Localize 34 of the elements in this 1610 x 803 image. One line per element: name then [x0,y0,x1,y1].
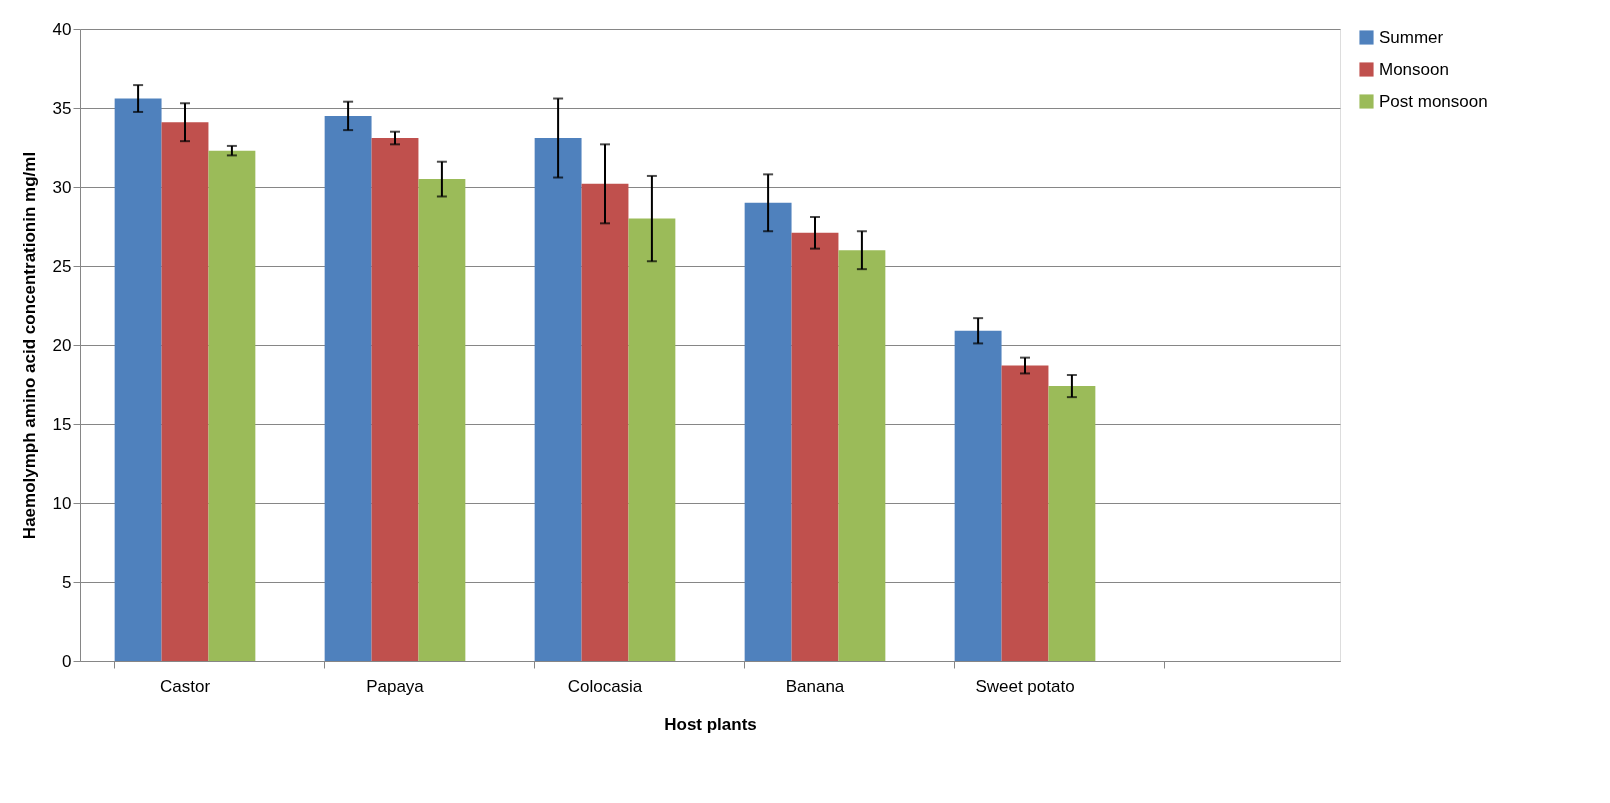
y-tick-label: 5 [62,572,72,592]
legend-label: Monsoon [1379,59,1449,79]
bar [838,250,886,661]
y-tick-label: 20 [52,335,72,355]
legend-label: Summer [1379,27,1444,47]
y-tick-label: 0 [62,651,72,671]
x-tick-label: Papaya [366,676,425,696]
bar [324,115,372,661]
y-tick-label: 30 [52,177,72,197]
y-tick-label: 40 [52,19,72,39]
bar [1001,365,1049,661]
legend-label: Post monsoon [1379,91,1488,111]
x-axis-title: Host plants [664,714,757,734]
bar [418,179,466,661]
bar [208,150,256,661]
bar [628,218,676,661]
x-tick-label: Colocasia [567,676,643,696]
bar [954,330,1002,661]
y-tick-label: 35 [52,98,72,118]
bar [744,202,792,661]
y-tick-label: 10 [52,493,72,513]
bar [371,138,419,661]
y-axis-title: Haemolymph amino acid concentrationin mg/ml [19,151,39,540]
bar [581,183,629,661]
bar [791,232,839,661]
bar [114,98,162,661]
bar [534,138,582,661]
y-tick-label: 25 [52,256,72,276]
x-tick-label: Castor [159,676,211,696]
x-tick-label: Sweet potato [975,676,1075,696]
bar [161,122,209,661]
y-tick-label: 15 [52,414,72,434]
x-tick-label: Banana [785,676,845,696]
bar [1048,386,1096,661]
